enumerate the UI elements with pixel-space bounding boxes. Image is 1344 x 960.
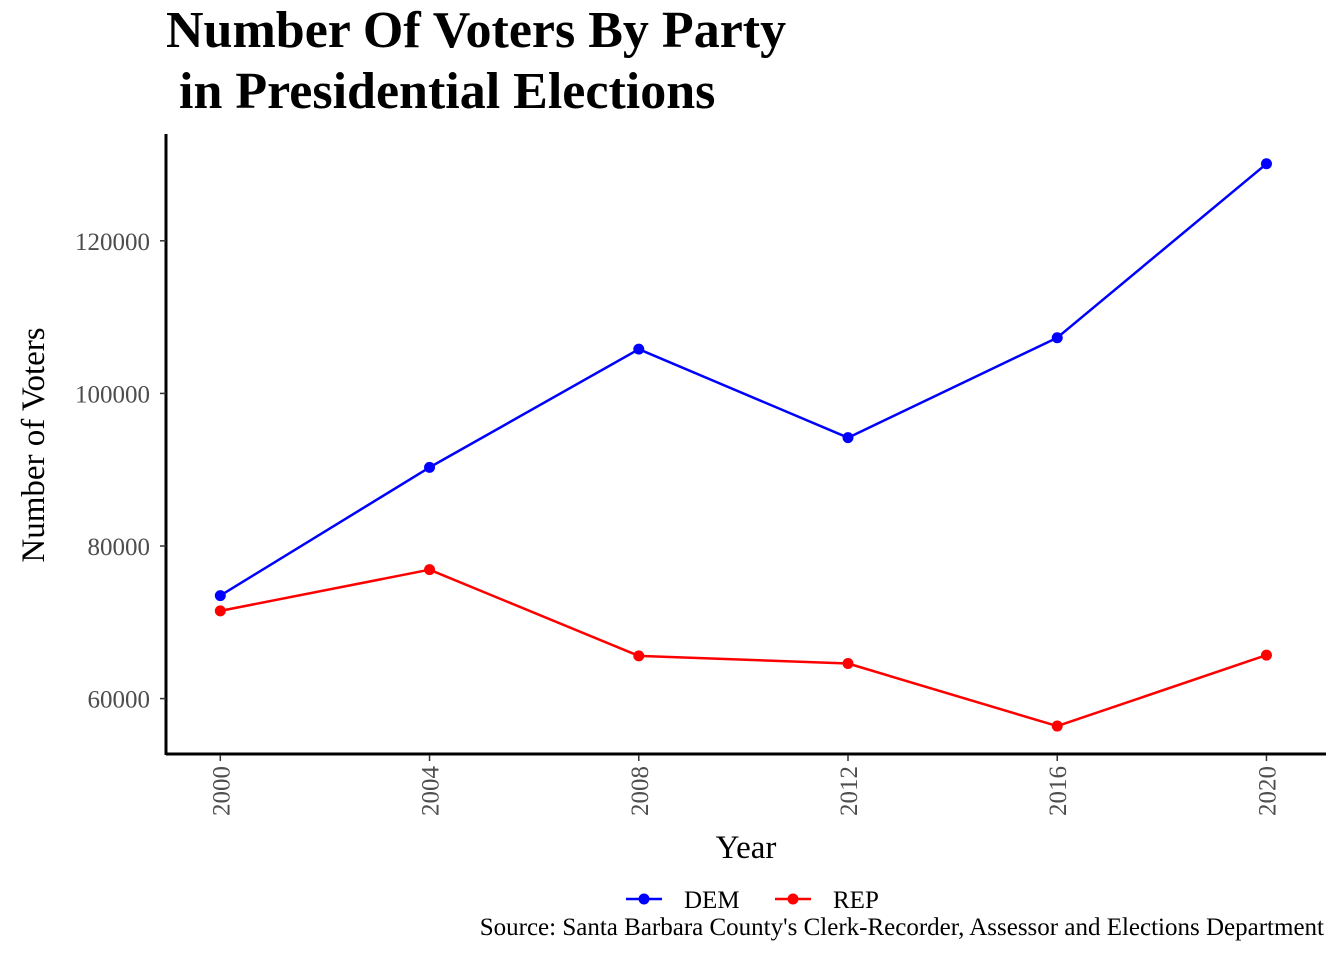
legend-key-dot: [787, 893, 799, 905]
series-lines: [219, 162, 1268, 728]
x-axis-label: Year: [716, 830, 777, 866]
source-caption: Source: Santa Barbara County's Clerk-Rec…: [480, 914, 1324, 941]
series-line-rep: [220, 568, 1267, 728]
y-tick-label: 60000: [88, 687, 151, 714]
y-tick-label: 100000: [75, 381, 150, 408]
chart-title-line-2: in Presidential Elections: [166, 63, 715, 120]
legend-key-dot: [638, 893, 650, 905]
data-point-rep: [424, 564, 436, 576]
legend-label-dem: DEM: [684, 887, 740, 914]
data-point-dem: [424, 461, 436, 473]
data-point-rep: [842, 657, 854, 669]
x-tick-label: 2004: [418, 766, 445, 817]
y-tick-label: 120000: [75, 229, 150, 256]
y-axis-ticks: 60000 80000 100000 120000: [75, 229, 166, 714]
legend-label-rep: REP: [833, 887, 879, 914]
data-point-dem: [842, 432, 854, 444]
series-points: [214, 158, 1272, 732]
x-tick-label: 2008: [627, 766, 654, 816]
x-tick-label: 2016: [1045, 766, 1072, 816]
series-line-dem: [219, 162, 1268, 597]
x-tick-label: 2020: [1254, 766, 1281, 816]
data-point-dem: [633, 343, 645, 355]
data-point-dem: [1260, 158, 1272, 170]
x-tick-label: 2012: [836, 766, 863, 816]
legend: DEM REP: [626, 887, 879, 914]
chart-title-line-1: Number Of Voters By Party: [166, 2, 786, 59]
data-point-rep: [633, 650, 645, 662]
y-axis-label: Number of Voters: [16, 327, 52, 562]
y-tick-label: 80000: [88, 534, 151, 561]
data-point-rep: [214, 605, 226, 617]
data-point-rep: [1051, 720, 1063, 732]
data-point-dem: [1051, 332, 1063, 344]
x-tick-label: 2000: [208, 766, 235, 816]
data-point-rep: [1260, 649, 1272, 661]
data-point-dem: [214, 590, 226, 602]
x-axis-ticks: 2000 2004 2008 2012 2016 2020: [208, 755, 1281, 816]
